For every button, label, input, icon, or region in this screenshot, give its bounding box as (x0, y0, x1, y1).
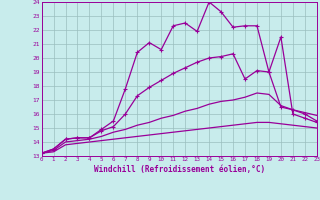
X-axis label: Windchill (Refroidissement éolien,°C): Windchill (Refroidissement éolien,°C) (94, 165, 265, 174)
